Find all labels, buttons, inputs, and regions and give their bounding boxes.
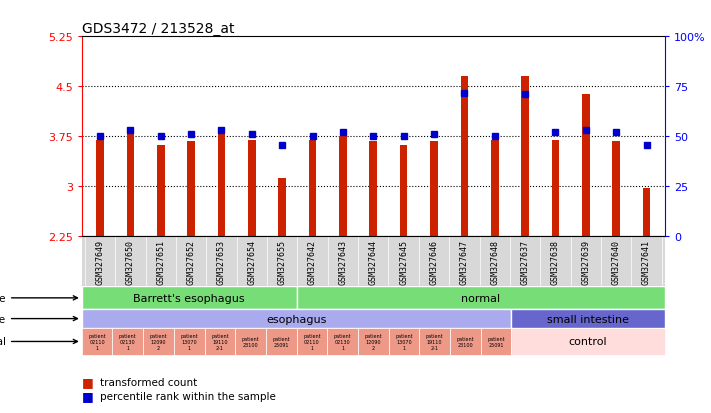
Text: GSM327641: GSM327641 bbox=[642, 239, 651, 284]
Bar bbox=[296, 287, 665, 310]
Bar bbox=[419, 328, 450, 355]
Bar bbox=[127, 134, 134, 237]
Text: GDS3472 / 213528_at: GDS3472 / 213528_at bbox=[82, 22, 234, 36]
Bar bbox=[279, 179, 286, 237]
Bar bbox=[511, 328, 665, 355]
Bar bbox=[205, 328, 235, 355]
Text: patient
13070
1: patient 13070 1 bbox=[395, 333, 413, 350]
Bar bbox=[296, 328, 327, 355]
Bar bbox=[358, 328, 389, 355]
Text: patient
19110
2-1: patient 19110 2-1 bbox=[426, 333, 444, 350]
Text: GSM327646: GSM327646 bbox=[429, 239, 439, 284]
Bar bbox=[266, 328, 296, 355]
Bar bbox=[521, 77, 529, 237]
Text: GSM327638: GSM327638 bbox=[551, 239, 560, 284]
Text: patient
19110
2-1: patient 19110 2-1 bbox=[211, 333, 229, 350]
Bar bbox=[450, 328, 481, 355]
Text: GSM327647: GSM327647 bbox=[460, 239, 469, 284]
Text: GSM327650: GSM327650 bbox=[126, 239, 135, 284]
Bar bbox=[309, 140, 316, 237]
Text: GSM327653: GSM327653 bbox=[217, 239, 226, 284]
Text: patient
12090
2: patient 12090 2 bbox=[150, 333, 167, 350]
Text: GSM327644: GSM327644 bbox=[369, 239, 378, 284]
Text: GSM327654: GSM327654 bbox=[247, 239, 256, 284]
Bar bbox=[157, 146, 164, 237]
Bar bbox=[552, 140, 560, 237]
Text: ■: ■ bbox=[82, 375, 94, 389]
Text: patient
25091: patient 25091 bbox=[272, 336, 290, 347]
Text: patient
02110
1: patient 02110 1 bbox=[303, 333, 321, 350]
Bar bbox=[96, 140, 104, 237]
Text: normal: normal bbox=[461, 293, 501, 303]
Text: patient
02130
1: patient 02130 1 bbox=[333, 333, 351, 350]
Bar bbox=[248, 140, 256, 237]
Text: GSM327637: GSM327637 bbox=[520, 239, 530, 284]
Text: percentile rank within the sample: percentile rank within the sample bbox=[100, 391, 275, 401]
Bar bbox=[187, 142, 195, 237]
Bar bbox=[218, 131, 225, 237]
Text: esophagus: esophagus bbox=[267, 314, 327, 324]
Bar bbox=[82, 328, 112, 355]
Text: GSM327640: GSM327640 bbox=[611, 239, 621, 284]
Text: control: control bbox=[569, 337, 607, 347]
Bar bbox=[491, 140, 498, 237]
Bar bbox=[82, 287, 296, 310]
Bar bbox=[173, 328, 205, 355]
Bar bbox=[643, 188, 651, 237]
Text: disease state: disease state bbox=[0, 293, 77, 303]
Bar bbox=[82, 310, 511, 328]
Bar bbox=[143, 328, 173, 355]
Bar bbox=[612, 142, 620, 237]
Text: transformed count: transformed count bbox=[100, 377, 197, 387]
Bar bbox=[481, 328, 511, 355]
Text: GSM327652: GSM327652 bbox=[186, 239, 196, 284]
Text: patient
02110
1: patient 02110 1 bbox=[88, 333, 106, 350]
Text: GSM327643: GSM327643 bbox=[338, 239, 348, 284]
Bar bbox=[582, 95, 589, 237]
Text: small intestine: small intestine bbox=[547, 314, 629, 324]
Text: GSM327645: GSM327645 bbox=[399, 239, 408, 284]
Bar bbox=[112, 328, 143, 355]
Text: patient
02130
1: patient 02130 1 bbox=[119, 333, 137, 350]
Text: patient
23100: patient 23100 bbox=[456, 336, 474, 347]
Bar bbox=[511, 310, 665, 328]
Bar bbox=[400, 146, 407, 237]
Text: individual: individual bbox=[0, 337, 77, 347]
Text: patient
23100: patient 23100 bbox=[242, 336, 260, 347]
Text: GSM327655: GSM327655 bbox=[278, 239, 287, 284]
Text: patient
12090
2: patient 12090 2 bbox=[365, 333, 382, 350]
Bar bbox=[339, 137, 347, 237]
Text: GSM327649: GSM327649 bbox=[95, 239, 105, 284]
Text: GSM327642: GSM327642 bbox=[308, 239, 317, 284]
Bar bbox=[430, 142, 438, 237]
Text: Barrett's esophagus: Barrett's esophagus bbox=[134, 293, 245, 303]
Text: patient
13070
1: patient 13070 1 bbox=[181, 333, 198, 350]
Text: GSM327648: GSM327648 bbox=[491, 239, 499, 284]
Bar bbox=[461, 77, 468, 237]
Bar bbox=[235, 328, 266, 355]
Bar bbox=[370, 142, 377, 237]
Text: GSM327639: GSM327639 bbox=[582, 239, 590, 284]
Bar bbox=[327, 328, 358, 355]
Text: GSM327651: GSM327651 bbox=[156, 239, 165, 284]
Bar bbox=[389, 328, 419, 355]
Text: patient
25091: patient 25091 bbox=[487, 336, 505, 347]
Text: ■: ■ bbox=[82, 389, 94, 402]
Text: tissue: tissue bbox=[0, 314, 77, 324]
